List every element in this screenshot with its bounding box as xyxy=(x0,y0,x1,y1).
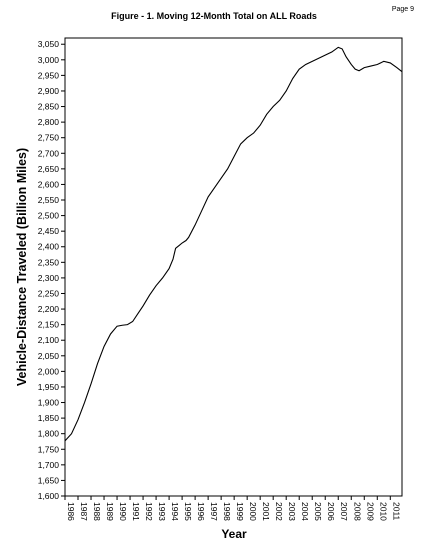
x-tick-label: 2011 xyxy=(391,502,401,521)
y-tick-label: 2,650 xyxy=(38,164,60,174)
x-tick-label: 2005 xyxy=(313,502,323,521)
y-tick-label: 1,900 xyxy=(38,398,60,408)
y-tick-label: 2,150 xyxy=(38,320,60,330)
y-tick-label: 2,600 xyxy=(38,179,60,189)
x-tick-label: 1999 xyxy=(235,502,245,521)
x-tick-label: 2010 xyxy=(378,502,388,521)
y-tick-label: 2,100 xyxy=(38,335,60,345)
y-tick-label: 1,750 xyxy=(38,444,60,454)
y-tick-label: 2,300 xyxy=(38,273,60,283)
x-tick-label: 1991 xyxy=(131,502,141,521)
series-line-all-roads xyxy=(64,46,403,442)
x-tick-label: 2006 xyxy=(326,502,336,521)
y-tick-label: 2,850 xyxy=(38,102,60,112)
x-tick-label: 1995 xyxy=(183,502,193,521)
x-tick-label: 1992 xyxy=(144,502,154,521)
x-tick-label: 1987 xyxy=(79,502,89,521)
x-tick-label: 1993 xyxy=(157,502,167,521)
x-tick-label: 1989 xyxy=(105,502,115,521)
y-tick-label: 2,050 xyxy=(38,351,60,361)
y-tick-label: 1,650 xyxy=(38,475,60,485)
y-tick-label: 3,000 xyxy=(38,55,60,65)
y-tick-label: 2,900 xyxy=(38,86,60,96)
x-tick-label: 1988 xyxy=(92,502,102,521)
y-tick-label: 2,200 xyxy=(38,304,60,314)
y-tick-label: 2,000 xyxy=(38,366,60,376)
y-axis-label: Vehicle-Distance Traveled (Billion Miles… xyxy=(15,148,29,386)
x-tick-label: 1996 xyxy=(196,502,206,521)
x-tick-label: 2002 xyxy=(274,502,284,521)
y-tick-label: 2,800 xyxy=(38,117,60,127)
y-tick-label: 2,550 xyxy=(38,195,60,205)
y-tick-label: 2,700 xyxy=(38,148,60,158)
x-tick-label: 2009 xyxy=(365,502,375,521)
y-tick-label: 2,500 xyxy=(38,211,60,221)
y-tick-label: 1,950 xyxy=(38,382,60,392)
y-tick-label: 2,400 xyxy=(38,242,60,252)
x-axis-label: Year xyxy=(221,527,247,541)
y-tick-label: 2,450 xyxy=(38,226,60,236)
chart-title: Figure - 1. Moving 12-Month Total on ALL… xyxy=(111,11,317,21)
y-tick-label: 2,950 xyxy=(38,70,60,80)
x-tick-label: 2000 xyxy=(248,502,258,521)
page-number: Page 9 xyxy=(391,6,414,13)
x-tick-label: 2004 xyxy=(300,502,310,521)
plot-frame xyxy=(64,37,403,497)
x-axis: 1986 1987 1988 1989 1990 1991 1992 1993 1994 1995… xyxy=(64,496,401,521)
y-tick-label: 2,750 xyxy=(38,133,60,143)
y-tick-label: 2,250 xyxy=(38,288,60,298)
x-tick-label: 1994 xyxy=(170,502,180,521)
y-tick-label: 3,050 xyxy=(38,39,60,49)
x-tick-label: 2008 xyxy=(352,502,362,521)
x-tick-label: 2007 xyxy=(339,502,349,521)
y-tick-label: 2,350 xyxy=(38,257,60,267)
y-tick-label: 1,850 xyxy=(38,413,60,423)
x-tick-label: 2003 xyxy=(287,502,297,521)
y-tick-label: 1,800 xyxy=(38,429,60,439)
y-axis: 1,600 1,650 1,700 1,750 1,800 1,850 1,900 1,950… xyxy=(38,39,65,501)
x-tick-label: 1998 xyxy=(222,502,232,521)
x-tick-label: 1990 xyxy=(118,502,128,521)
y-tick-label: 1,600 xyxy=(38,491,60,501)
x-tick-label: 1986 xyxy=(66,502,76,521)
x-tick-label: 1997 xyxy=(209,502,219,521)
x-tick-label: 2001 xyxy=(261,502,271,521)
y-tick-label: 1,700 xyxy=(38,460,60,470)
